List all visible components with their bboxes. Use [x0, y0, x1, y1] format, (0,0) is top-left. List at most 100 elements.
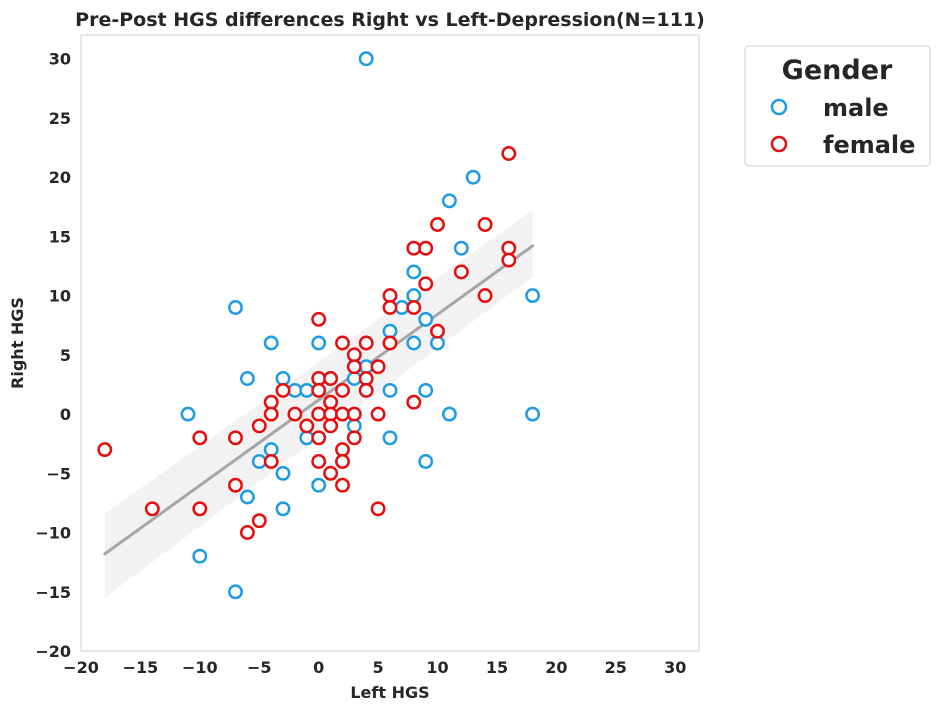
point-male — [311, 335, 327, 351]
point-female — [97, 442, 113, 458]
point-male — [346, 418, 362, 434]
point-female — [406, 240, 422, 256]
point-female — [346, 430, 362, 446]
point-female — [275, 382, 291, 398]
point-female — [311, 454, 327, 469]
point-female — [501, 146, 517, 161]
legend-title: Gender — [782, 55, 893, 86]
point-male — [358, 359, 374, 375]
point-female — [358, 371, 374, 386]
legend-label-male: male — [823, 94, 889, 122]
point-female — [346, 406, 362, 422]
point-male — [275, 371, 291, 386]
point-female — [430, 323, 445, 339]
point-female — [406, 394, 422, 410]
point-female — [335, 382, 350, 398]
point-male — [430, 335, 445, 351]
y-tick-label: 25 — [49, 109, 71, 128]
point-female — [370, 359, 386, 375]
point-male — [275, 501, 291, 517]
point-male — [251, 454, 267, 469]
y-axis-label: Right HGS — [8, 297, 27, 389]
x-tick-label: 15 — [486, 658, 508, 677]
point-female — [418, 240, 434, 256]
y-tick-label: −20 — [35, 642, 71, 661]
point-female — [323, 394, 339, 410]
point-male — [228, 300, 243, 315]
point-male — [382, 382, 398, 398]
y-tick-label: −15 — [35, 583, 71, 602]
x-tick-label: 25 — [605, 658, 627, 677]
point-male — [382, 430, 398, 446]
point-female — [406, 300, 422, 315]
point-male — [275, 465, 291, 481]
point-female — [501, 252, 517, 268]
point-male — [418, 311, 434, 327]
point-male — [453, 240, 469, 256]
y-tick-label: −10 — [35, 524, 71, 543]
legend-marker-male — [770, 98, 788, 116]
point-male — [239, 489, 255, 505]
point-female — [370, 406, 386, 422]
point-male — [239, 371, 255, 386]
point-female — [311, 430, 327, 446]
point-male — [441, 406, 457, 422]
point-male — [525, 406, 541, 422]
y-tick-label: 5 — [60, 346, 71, 365]
point-male — [299, 382, 315, 398]
point-male — [263, 335, 279, 351]
point-female — [477, 288, 493, 304]
legend-label-female: female — [823, 131, 915, 159]
point-female — [418, 276, 434, 292]
point-male — [228, 584, 243, 600]
point-male — [192, 548, 208, 564]
point-male — [382, 323, 398, 339]
point-female — [501, 240, 517, 256]
x-tick-label: 5 — [373, 658, 384, 677]
y-tick-label: 20 — [49, 168, 71, 187]
point-male — [299, 430, 315, 446]
point-male — [394, 300, 410, 315]
point-male — [287, 382, 303, 398]
point-female — [239, 525, 255, 540]
y-tick-label: 15 — [49, 227, 71, 246]
point-male — [418, 454, 434, 469]
point-female — [192, 501, 208, 517]
point-female — [323, 465, 339, 481]
x-tick-label: 20 — [545, 658, 567, 677]
chart-title: Pre-Post HGS differences Right vs Left-D… — [75, 9, 705, 31]
point-male — [406, 288, 422, 304]
point-female — [358, 335, 374, 351]
point-female — [346, 359, 362, 375]
point-female — [251, 513, 267, 529]
x-axis-label: Left HGS — [350, 683, 429, 702]
legend-frame — [744, 45, 931, 167]
x-tick-label: 30 — [664, 658, 686, 677]
point-female — [358, 382, 374, 398]
x-tick-label: −10 — [182, 658, 218, 677]
point-female — [323, 371, 339, 386]
point-female — [311, 371, 327, 386]
point-female — [370, 501, 386, 517]
point-male — [418, 382, 434, 398]
legend: Gender male female — [744, 45, 931, 167]
point-female — [311, 406, 327, 422]
y-tick-label: 10 — [49, 287, 71, 306]
point-female — [335, 477, 350, 493]
point-female — [335, 442, 350, 458]
regression-line-group — [103, 244, 535, 556]
point-female — [263, 454, 279, 469]
point-male — [406, 335, 422, 351]
point-male — [311, 477, 327, 493]
confidence-band — [104, 210, 533, 598]
x-tick-labels: −20 −15 −10 −5 0 5 10 15 20 25 30 — [63, 658, 686, 677]
point-female — [228, 430, 243, 446]
point-female — [382, 300, 398, 315]
x-tick-label: −20 — [63, 658, 99, 677]
point-male — [346, 371, 362, 386]
point-female — [228, 477, 243, 493]
point-female — [382, 335, 398, 351]
point-female — [287, 406, 303, 422]
point-female — [263, 406, 279, 422]
ci-band — [104, 210, 533, 598]
